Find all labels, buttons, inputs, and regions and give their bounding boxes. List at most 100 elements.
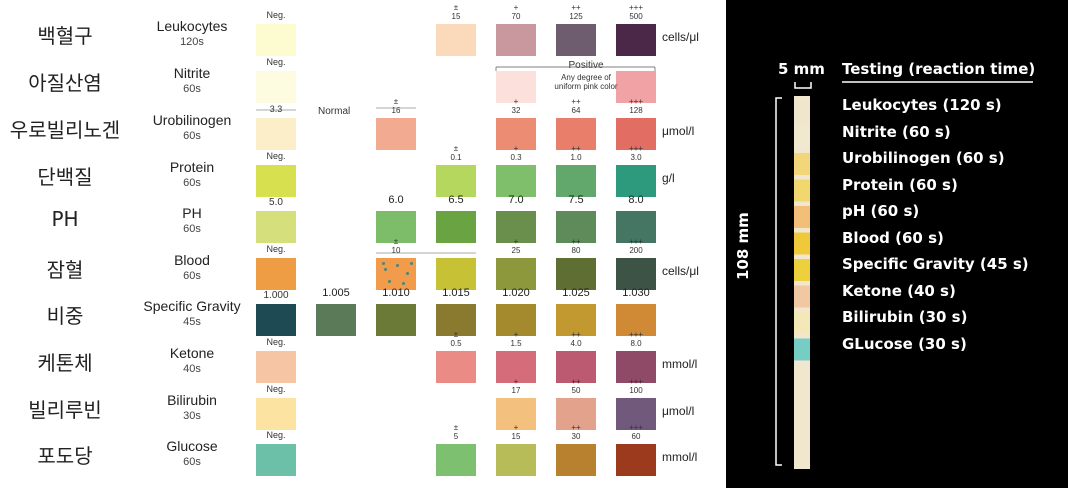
color-swatch — [436, 444, 476, 476]
swatch-value-label: 6.0 — [388, 194, 404, 206]
strip-pad — [794, 285, 810, 308]
color-swatch — [376, 118, 416, 150]
strip-header: Testing (reaction time) — [842, 60, 1036, 78]
strip-pad — [794, 312, 810, 334]
row-name-text: Specific Gravity — [143, 298, 241, 314]
row-korean-name: 아질산염 — [28, 71, 102, 95]
row-english-name: Specific Gravity 45s — [136, 298, 248, 330]
row-negative-label: Neg. — [266, 57, 286, 67]
swatch-value-label: + 0.3 — [510, 144, 522, 162]
color-swatch — [256, 351, 296, 383]
color-swatch — [616, 165, 656, 197]
swatch-value-label: ± 0.1 — [450, 144, 462, 162]
color-swatch — [256, 304, 296, 336]
blood-speckle — [396, 264, 399, 267]
swatch-value-label: ++ 50 — [571, 377, 581, 395]
swatch-value-label: ± 0.5 — [450, 330, 462, 348]
row-english-name: Glucose 60s — [136, 438, 248, 470]
color-swatch — [616, 118, 656, 150]
strip-legend-item: Bilirubin (30 s) — [842, 308, 968, 326]
swatch-value-label: + 25 — [511, 237, 521, 255]
row-negative-label: Neg. — [266, 337, 286, 347]
row-unit: μmol/l — [662, 404, 695, 418]
row-unit: μmol/l — [662, 124, 695, 138]
row-korean-name: 잠혈 — [46, 258, 84, 282]
row-negative-label: 3.3 — [269, 104, 283, 114]
color-swatch — [256, 398, 296, 430]
color-swatch — [616, 258, 656, 290]
row-korean-name: 우로빌리노겐 — [9, 118, 121, 142]
color-swatch — [256, 24, 296, 56]
height-bracket — [775, 97, 782, 466]
color-swatch — [616, 398, 656, 430]
strip-legend-item: GLucose (30 s) — [842, 334, 967, 353]
color-swatch — [376, 304, 416, 336]
width-bracket — [794, 82, 812, 89]
color-swatch — [256, 118, 296, 150]
blood-speckle — [402, 282, 405, 285]
row-reaction-time: 60s — [183, 456, 201, 468]
row-english-name: Ketone 40s — [136, 345, 248, 377]
color-swatch — [256, 71, 296, 103]
color-swatch — [496, 258, 536, 290]
strip-svg — [775, 81, 1033, 469]
row-english-name: Leukocytes 120s — [136, 18, 248, 50]
row-english-name: PH 60s — [136, 205, 248, 237]
color-swatch — [616, 304, 656, 336]
row-korean-name: 비중 — [46, 304, 84, 328]
row-negative-label: Neg. — [266, 430, 286, 440]
row-unit: cells/μl — [662, 30, 699, 44]
row-unit: g/l — [662, 171, 675, 185]
strip-pad — [794, 232, 810, 255]
row-name-text: Nitrite — [173, 65, 211, 81]
strip-legend-item: Ketone (40 s) — [842, 281, 956, 300]
color-swatch — [496, 165, 536, 197]
positive-label: Positive — [568, 60, 604, 71]
row-negative-label: Neg. — [266, 151, 286, 161]
color-swatch — [256, 165, 296, 197]
row-negative-label: Neg. — [266, 384, 286, 394]
swatch-value-label: + 15 — [511, 423, 521, 441]
swatch-value-label: ± 10 — [391, 237, 401, 255]
color-swatch — [256, 211, 296, 243]
row-unit: mmol/l — [662, 357, 698, 371]
strip-height-label: 108 mm — [734, 212, 752, 280]
strip-legend-item: Protein (60 s) — [842, 175, 958, 194]
blood-speckle — [384, 268, 387, 271]
color-swatch — [556, 258, 596, 290]
row-name-text: Urobilinogen — [152, 112, 232, 128]
color-swatch — [616, 444, 656, 476]
strip-pad — [794, 259, 810, 281]
swatch-value-label: 1.025 — [562, 287, 590, 299]
color-swatch — [316, 304, 356, 336]
strip-legend-item: Leukocytes (120 s) — [842, 96, 1002, 114]
strip-pad — [794, 206, 810, 228]
swatch-value-label: 1.005 — [322, 287, 350, 299]
swatch-value-label: +++ 500 — [628, 3, 643, 21]
row-negative-label: 1.000 — [263, 290, 289, 301]
row-korean-name: 빌리루빈 — [28, 398, 102, 422]
swatch-value-label: +++ 200 — [628, 237, 643, 255]
color-swatch — [436, 258, 476, 290]
row-korean-name: 단백질 — [37, 165, 93, 189]
strip-width-label: 5 mm — [778, 60, 825, 78]
blood-speckle — [388, 280, 391, 283]
color-swatch — [556, 398, 596, 430]
blood-speckle — [410, 262, 413, 265]
swatch-value-label: +++ 100 — [628, 377, 643, 395]
swatch-value-label: +++ 128 — [628, 97, 643, 115]
color-swatch — [496, 24, 536, 56]
swatch-value-label: 1.020 — [502, 287, 530, 299]
strip-pad — [794, 126, 810, 149]
strip-legend-item: pH (60 s) — [842, 202, 920, 220]
row-english-name: Protein 60s — [136, 159, 248, 191]
positive-note: Any degree of uniform pink color — [554, 73, 618, 91]
strip-legend-item: Blood (60 s) — [842, 228, 944, 247]
row-name-text: Protein — [169, 159, 215, 175]
swatch-value-label: ++ 64 — [571, 97, 581, 115]
strip-base — [794, 96, 810, 469]
swatch-value-label: 1.010 — [382, 287, 410, 299]
color-swatch — [496, 444, 536, 476]
row-reaction-time: 120s — [180, 36, 204, 48]
row-unit: mmol/l — [662, 450, 698, 464]
